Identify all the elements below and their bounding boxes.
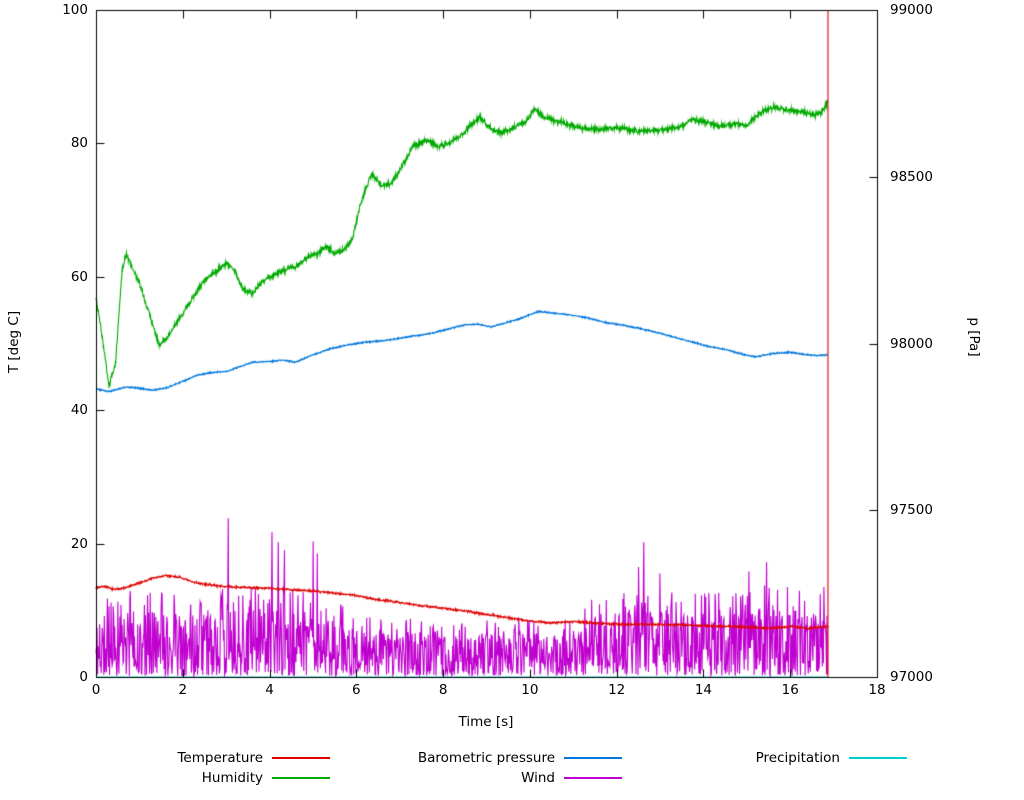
legend-entry: Temperature <box>0 749 330 767</box>
legend-entry: Humidity <box>0 769 330 787</box>
x-tick-label: 4 <box>265 682 274 698</box>
legend-line-sample <box>564 757 622 759</box>
x-tick-label: 10 <box>521 682 539 698</box>
x-tick-label: 2 <box>178 682 188 698</box>
x-axis-title: Time [s] <box>458 714 514 730</box>
y2-axis-title: p [Pa] <box>966 317 982 357</box>
y2-tick-label: 97500 <box>890 502 933 519</box>
y-axis-title: T [deg C] <box>6 310 22 374</box>
legend-line-sample <box>272 777 330 779</box>
y2-tick-label: 98000 <box>890 335 933 352</box>
legend-line-sample <box>272 757 330 759</box>
y-tick-label: 40 <box>70 402 88 419</box>
y2-tick-label: 98500 <box>890 168 933 185</box>
legend-label: Humidity <box>201 770 263 786</box>
legend-entry: Wind <box>242 769 622 787</box>
legend-entry: Barometric pressure <box>242 749 622 767</box>
legend-label: Barometric pressure <box>417 750 555 766</box>
x-tick-label: 16 <box>781 682 799 698</box>
legend-entry: Precipitation <box>527 749 907 767</box>
y-tick-label: 60 <box>70 268 88 285</box>
x-tick-label: 8 <box>438 682 448 698</box>
legend-label: Wind <box>521 770 555 786</box>
legend-line-sample <box>849 757 907 759</box>
x-tick-label: 18 <box>868 682 886 698</box>
y-tick-label: 0 <box>79 669 88 685</box>
legend-label: Temperature <box>177 750 263 766</box>
y-tick-label: 80 <box>70 135 88 152</box>
y2-tick-label: 97000 <box>890 669 933 685</box>
x-tick-label: 12 <box>608 682 626 698</box>
legend-label: Precipitation <box>755 750 840 766</box>
y-tick-label: 100 <box>62 2 88 18</box>
x-tick-label: 14 <box>694 682 713 698</box>
legend-line-sample <box>564 777 622 779</box>
x-tick-label: 6 <box>352 682 361 698</box>
x-tick-label: 0 <box>91 682 101 698</box>
y-tick-label: 20 <box>70 535 88 552</box>
y2-tick-label: 99000 <box>890 2 933 18</box>
